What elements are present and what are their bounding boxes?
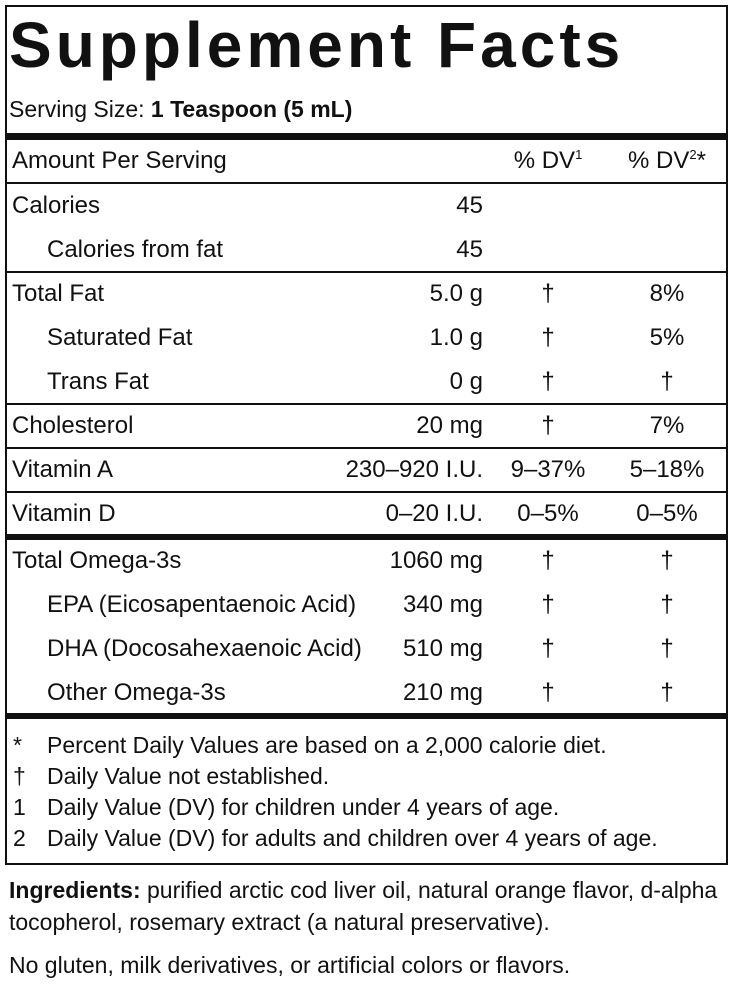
header-amount: Amount Per Serving <box>12 147 227 174</box>
nutrient-row: EPA (Eicosapentaenoic Acid) 340 mg † † <box>7 583 726 627</box>
facts-box <box>5 5 728 865</box>
cell-dv2: † <box>660 591 674 618</box>
cell-name: Saturated Fat <box>47 324 193 351</box>
spacer <box>5 861 728 863</box>
nutrient-row: Other Omega-3s 210 mg † † <box>7 671 726 715</box>
nutrient-row: Total Fat 5.0 g † 8% <box>7 272 726 316</box>
footnote-text: Daily Value not established. <box>47 763 330 789</box>
cell-dv2: 5–18% <box>629 456 705 483</box>
cell-dv2: 5% <box>649 324 685 351</box>
cell-name: Trans Fat <box>47 368 149 395</box>
cell-dv2: 0–5% <box>636 500 698 527</box>
serving-label: Serving Size: <box>9 96 145 122</box>
cell-dv1: † <box>541 324 555 351</box>
cell-amount: 20 mg <box>416 412 483 439</box>
cell-amount: 1.0 g <box>429 324 483 351</box>
nutrient-row: Calories from fat 45 <box>7 228 726 272</box>
cell-dv1: † <box>541 412 555 439</box>
rule <box>7 403 726 405</box>
cell-name: Vitamin D <box>12 500 116 527</box>
cell-name: Total Fat <box>12 280 105 307</box>
rule <box>7 271 726 273</box>
cell-dv2: † <box>660 679 674 706</box>
rule <box>7 447 726 449</box>
cell-amount: 0 g <box>449 368 483 395</box>
footnote-symbol: 1 <box>13 794 26 820</box>
footnote-symbol: * <box>13 732 22 758</box>
cell-dv1: † <box>541 368 555 395</box>
serving-size: Serving Size: 1 Teaspoon (5 mL) <box>9 96 352 123</box>
dv1-sup: 1 <box>575 147 583 162</box>
cell-amount: 0–20 I.U. <box>385 500 483 527</box>
cell-name: Calories from fat <box>47 236 224 263</box>
header-dv2: % DV2* <box>622 139 712 183</box>
cell-amount: 340 mg <box>402 591 483 618</box>
nutrient-row: Vitamin D 0–20 I.U. 0–5% 0–5% <box>7 492 726 536</box>
cell-name: DHA (Docosahexaenoic Acid) <box>47 635 362 662</box>
cell-dv2: 7% <box>649 412 685 439</box>
ingredients-text: purified arctic cod liver oil, natural o… <box>9 877 718 935</box>
thick-rule <box>7 534 726 540</box>
cell-name: EPA (Eicosapentaenoic Acid) <box>47 591 357 618</box>
cell-dv2: † <box>660 547 674 574</box>
nutrient-row: Trans Fat 0 g † † <box>7 360 726 404</box>
nutrient-row: Calories 45 <box>7 184 726 228</box>
nutrient-row: Vitamin A 230–920 I.U. 9–37% 5–18% <box>7 448 726 492</box>
cell-name: Vitamin A <box>12 456 113 483</box>
cell-dv1: † <box>541 679 555 706</box>
rule <box>7 182 726 184</box>
footnote-text: Percent Daily Values are based on a 2,00… <box>47 732 607 758</box>
cell-dv1: 0–5% <box>517 500 579 527</box>
dv2-sup: 2 <box>689 147 697 162</box>
ingredients-label: Ingredients: <box>9 877 141 903</box>
thick-rule <box>7 133 726 140</box>
rule <box>7 491 726 493</box>
cell-name: Other Omega-3s <box>47 679 226 706</box>
dv2-suffix: * <box>696 147 706 174</box>
footnote-symbol: 2 <box>13 825 26 851</box>
cell-name: Total Omega-3s <box>12 547 182 574</box>
cell-amount: 230–920 I.U. <box>345 456 483 483</box>
dv2-label: % DV <box>628 147 690 174</box>
nutrient-row: Saturated Fat 1.0 g † 5% <box>7 316 726 360</box>
nutrient-row: Cholesterol 20 mg † 7% <box>7 404 726 448</box>
nutrient-row: Total Omega-3s 1060 mg † † <box>7 539 726 583</box>
title: Supplement Facts <box>9 9 625 81</box>
cell-dv2: † <box>660 635 674 662</box>
dv1-label: % DV <box>513 147 576 174</box>
cell-dv2: 8% <box>649 280 685 307</box>
nutrient-row: DHA (Docosahexaenoic Acid) 510 mg † † <box>7 627 726 671</box>
header-row: Amount Per Serving % DV1 % DV2* <box>7 139 726 183</box>
serving-value: 1 Teaspoon (5 mL) <box>150 96 353 122</box>
cell-name: Calories <box>12 192 101 219</box>
cell-amount: 45 <box>456 192 483 219</box>
cell-name: Cholesterol <box>12 412 134 439</box>
cell-amount: 5.0 g <box>429 280 483 307</box>
footnote-text: Daily Value (DV) for adults and children… <box>47 825 658 851</box>
cell-dv1: † <box>541 635 555 662</box>
thick-rule <box>7 713 726 719</box>
header-dv1: % DV1 <box>507 139 589 183</box>
cell-dv1: † <box>541 280 555 307</box>
cell-dv2: † <box>660 368 674 395</box>
cell-amount: 510 mg <box>402 635 483 662</box>
cell-amount: 45 <box>456 236 483 263</box>
cell-amount: 210 mg <box>402 679 483 706</box>
footnote-symbol: † <box>13 763 26 789</box>
ingredients: Ingredients: purified arctic cod liver o… <box>9 874 729 938</box>
footnote-text: Daily Value (DV) for children under 4 ye… <box>47 794 560 820</box>
cell-dv1: † <box>541 547 555 574</box>
cell-dv1: † <box>541 591 555 618</box>
note: No gluten, milk derivatives, or artifici… <box>9 952 571 978</box>
cell-amount: 1060 mg <box>389 547 483 574</box>
cell-dv1: 9–37% <box>510 456 586 483</box>
